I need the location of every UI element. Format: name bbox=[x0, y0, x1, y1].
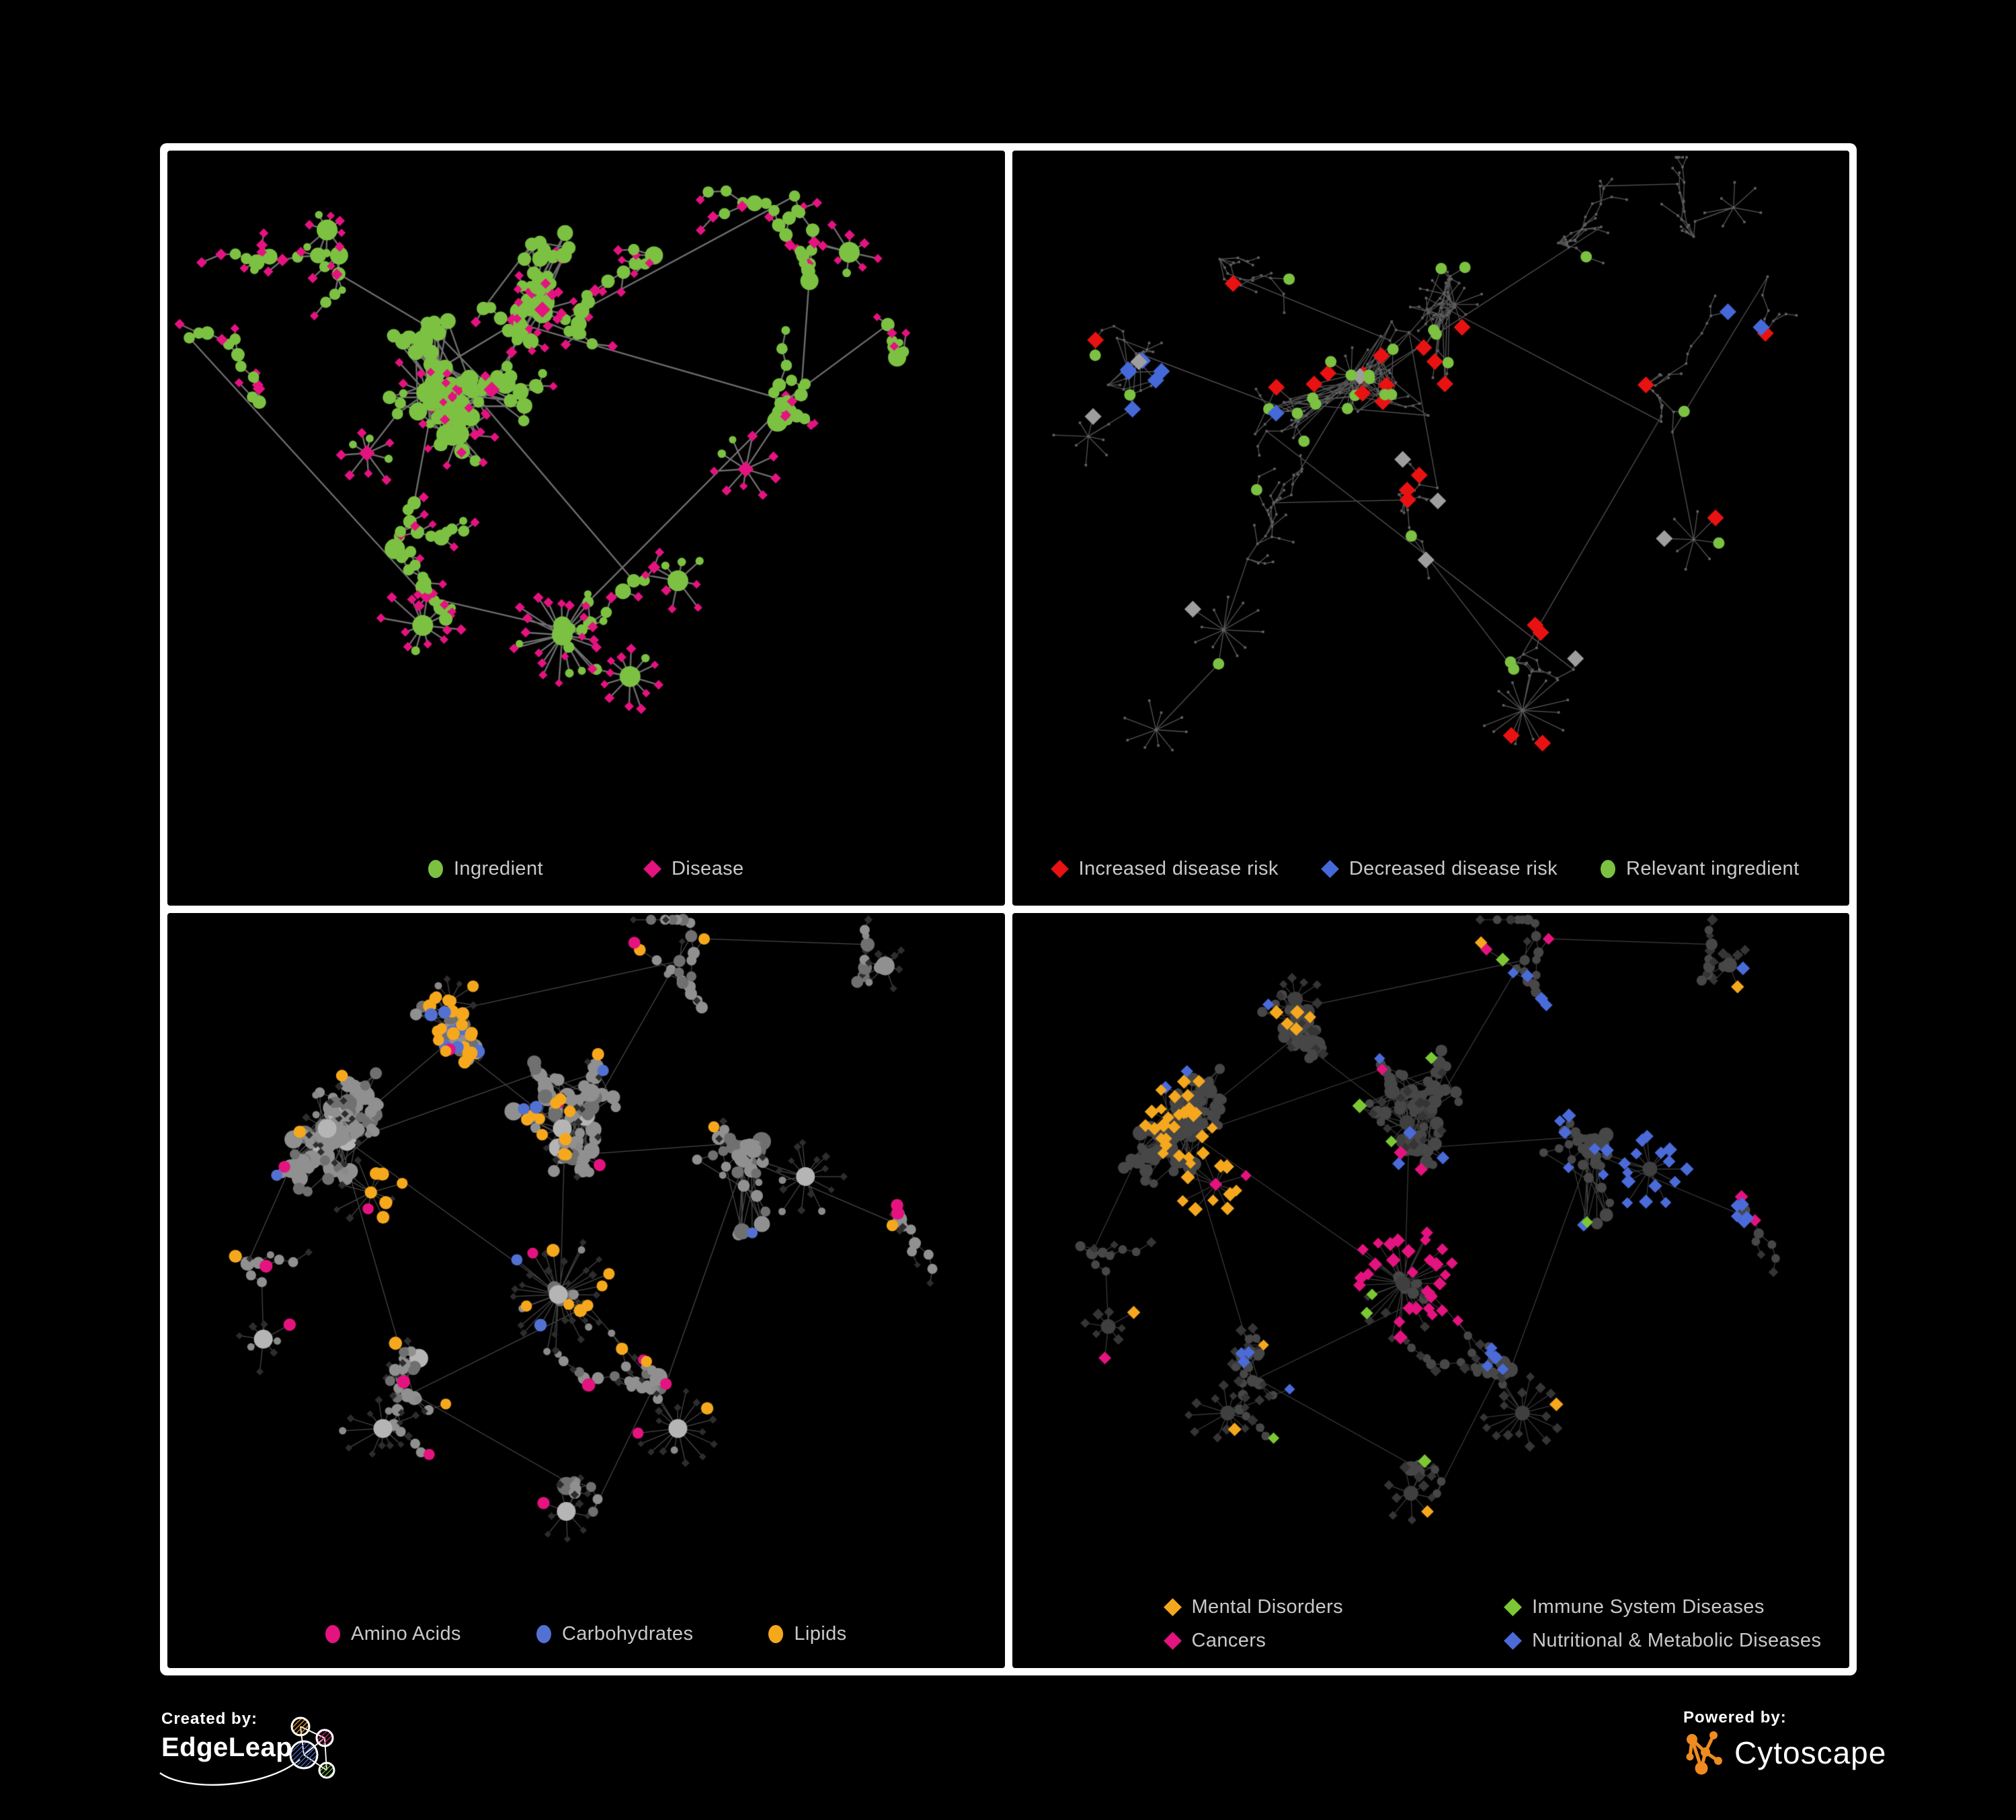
powered-by-label: Powered by: bbox=[1683, 1708, 1787, 1727]
legend-item-immune-system-diseases: Immune System Diseases bbox=[1504, 1596, 1821, 1618]
lipids-swatch bbox=[768, 1625, 784, 1643]
cytoscape-wordmark: Cytoscape bbox=[1734, 1735, 1887, 1770]
carbohydrates-swatch bbox=[536, 1625, 551, 1643]
panel-disease-class-network: Mental Disorders Immune System Diseases … bbox=[1012, 913, 1850, 1668]
legend-item-increased-risk: Increased disease risk bbox=[1050, 858, 1279, 880]
created-by-label: Created by: bbox=[161, 1710, 258, 1728]
legend-label: Ingredient bbox=[453, 858, 543, 879]
disease-risk-network-graph bbox=[1012, 151, 1849, 906]
legend-label: Disease bbox=[671, 858, 744, 879]
edgeleap-wordmark: EdgeLeap bbox=[161, 1733, 293, 1762]
created-by-block: Created by: EdgeLeap bbox=[159, 1710, 335, 1786]
legend-item-carbohydrates: Carbohydrates bbox=[536, 1623, 693, 1645]
disease-class-legend: Mental Disorders Immune System Diseases … bbox=[1012, 1596, 1850, 1652]
disease-swatch bbox=[643, 860, 661, 878]
amino-acids-swatch bbox=[325, 1625, 340, 1643]
immune-system-diseases-swatch bbox=[1504, 1598, 1523, 1616]
legend-item-cancers: Cancers bbox=[1163, 1630, 1344, 1652]
ingredient-disease-legend: Ingredient Disease bbox=[167, 858, 1005, 880]
legend-label: Carbohydrates bbox=[561, 1623, 694, 1645]
relevant-ingredient-swatch bbox=[1601, 860, 1616, 878]
ingredient-swatch bbox=[428, 860, 443, 878]
legend-label: Nutritional & Metabolic Diseases bbox=[1532, 1630, 1822, 1651]
legend-item-ingredient: Ingredient bbox=[428, 858, 543, 880]
legend-item-relevant-ingredient: Relevant ingredient bbox=[1601, 858, 1799, 880]
nutritional-metabolic-diseases-swatch bbox=[1504, 1632, 1523, 1650]
panel-disease-risk-network: Increased disease risk Decreased disease… bbox=[1012, 151, 1850, 906]
ingredient-disease-network-graph bbox=[167, 151, 1005, 906]
disease-class-network-graph bbox=[1012, 913, 1849, 1668]
panel-nutrient-class-network: Amino Acids Carbohydrates Lipids bbox=[167, 913, 1005, 1668]
increased-risk-swatch bbox=[1050, 860, 1069, 878]
legend-label: Decreased disease risk bbox=[1348, 858, 1558, 879]
legend-item-mental-disorders: Mental Disorders bbox=[1163, 1596, 1344, 1618]
legend-label: Immune System Diseases bbox=[1532, 1596, 1765, 1618]
legend-label: Cancers bbox=[1191, 1630, 1266, 1651]
nutrient-class-network-graph bbox=[167, 913, 1005, 1668]
panel-grid: Ingredient Disease Increased disease ris… bbox=[160, 143, 1857, 1675]
legend-item-decreased-risk: Decreased disease risk bbox=[1320, 858, 1558, 880]
cancers-swatch bbox=[1163, 1632, 1182, 1650]
legend-item-amino-acids: Amino Acids bbox=[325, 1623, 461, 1645]
legend-label: Relevant ingredient bbox=[1626, 858, 1800, 879]
legend-label: Increased disease risk bbox=[1078, 858, 1279, 879]
legend-item-nutritional-metabolic-diseases: Nutritional & Metabolic Diseases bbox=[1504, 1630, 1821, 1652]
nutrient-class-legend: Amino Acids Carbohydrates Lipids bbox=[167, 1623, 1005, 1645]
disease-risk-legend: Increased disease risk Decreased disease… bbox=[1012, 858, 1850, 880]
decreased-risk-swatch bbox=[1320, 860, 1339, 878]
mental-disorders-swatch bbox=[1163, 1598, 1182, 1616]
powered-by-block: Powered by: bbox=[1683, 1708, 1886, 1776]
legend-item-lipids: Lipids bbox=[768, 1623, 846, 1645]
legend-label: Mental Disorders bbox=[1191, 1596, 1344, 1618]
legend-label: Amino Acids bbox=[350, 1623, 461, 1645]
cytoscape-logo-icon bbox=[1686, 1731, 1722, 1775]
panel-ingredient-disease-network: Ingredient Disease bbox=[167, 151, 1005, 906]
legend-label: Lipids bbox=[794, 1623, 847, 1645]
legend-item-disease: Disease bbox=[643, 858, 744, 880]
